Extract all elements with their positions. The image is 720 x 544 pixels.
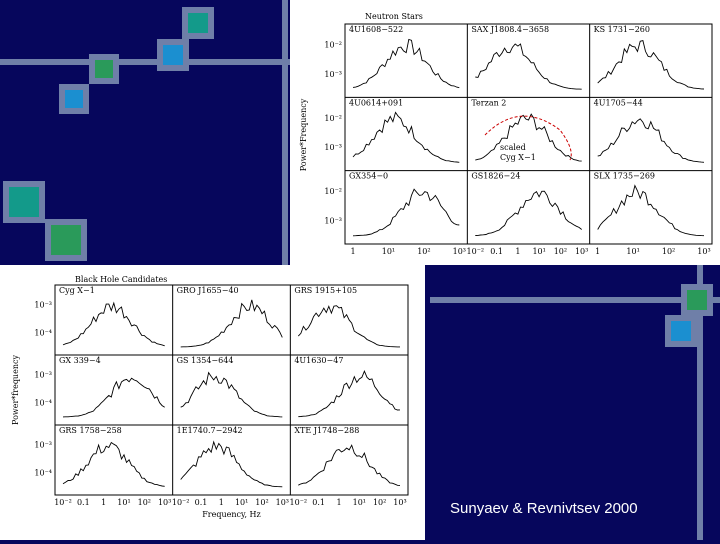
x-tick-label: 10³ <box>276 498 289 507</box>
x-tick-label: 10¹ <box>626 247 639 256</box>
spectrum-curve <box>297 305 400 348</box>
panel-label: GX354−0 <box>349 172 388 181</box>
x-tick-label: 0.1 <box>77 498 90 507</box>
panel-label: GS1826−24 <box>471 172 520 181</box>
panel-label: 4U1630−47 <box>294 356 343 365</box>
spectrum-curve <box>180 299 283 348</box>
y-tick-label: 10⁻³ <box>34 300 52 309</box>
x-tick-label: 10³ <box>575 247 588 256</box>
panel-label: 4U1705−44 <box>594 98 643 107</box>
x-tick-label: 1 <box>101 498 106 507</box>
panel-label: SAX J1808.4−3658 <box>471 25 549 34</box>
annotation-text: Cyg X−1 <box>500 153 536 162</box>
x-tick-label: 1 <box>595 247 600 256</box>
x-tick-label: 10⁻² <box>467 247 485 256</box>
x-tick-label: 0.1 <box>490 247 503 256</box>
panel-label: XTE J1748−288 <box>294 426 359 435</box>
x-tick-label: 1 <box>336 498 341 507</box>
panel-frame <box>54 284 409 496</box>
y-axis-label: Power*frequency <box>11 355 20 425</box>
x-tick-label: 10³ <box>158 498 171 507</box>
caption: Sunyaev & Revnivtsev 2000 <box>450 500 638 517</box>
figure-title: Neutron Stars <box>365 12 423 21</box>
spectrum-curve <box>298 370 401 418</box>
spectrum-curve <box>180 440 283 488</box>
x-tick-label: 10² <box>417 247 430 256</box>
x-tick-label: 10¹ <box>532 247 545 256</box>
spectrum-curve <box>352 188 460 237</box>
y-tick-label: 10⁻² <box>324 187 342 196</box>
y-tick-label: 10⁻⁴ <box>34 468 52 477</box>
panel-label: Cyg X−1 <box>59 286 95 295</box>
x-axis-label: Frequency, Hz <box>202 510 260 519</box>
x-tick-label: 10⁻² <box>290 498 308 507</box>
y-tick-label: 10⁻³ <box>34 370 52 379</box>
x-tick-label: 1 <box>219 498 224 507</box>
panel-label: GRS 1915+105 <box>294 286 357 295</box>
figure-neutron-stars <box>290 0 720 265</box>
x-tick-label: 0.1 <box>195 498 208 507</box>
panel-label: KS 1731−260 <box>594 25 650 34</box>
x-tick-label: 10³ <box>393 498 406 507</box>
spectrum-curve <box>352 38 460 89</box>
y-axis-label: Power*Frequency <box>299 98 308 171</box>
panel-label: Terzan 2 <box>471 98 506 107</box>
x-tick-label: 10² <box>662 247 675 256</box>
panel-label: 4U1608−522 <box>349 25 403 34</box>
spectrum-curve <box>180 371 283 418</box>
x-tick-label: 10² <box>138 498 151 507</box>
annotation-text: scaled <box>500 143 526 152</box>
panel-label: 4U0614+091 <box>349 98 403 107</box>
y-tick-label: 10⁻² <box>324 114 342 123</box>
y-tick-label: 10⁻⁴ <box>34 398 52 407</box>
spectrum-curve <box>352 111 460 163</box>
spectrum-curve <box>475 113 582 162</box>
spectrum-curve <box>298 444 401 486</box>
spectrum-curve <box>62 301 165 347</box>
panel-label: SLX 1735−269 <box>594 172 655 181</box>
panel-label: GRS 1758−258 <box>59 426 122 435</box>
x-tick-label: 1 <box>350 247 355 256</box>
y-tick-label: 10⁻⁴ <box>34 328 52 337</box>
x-tick-label: 10² <box>373 498 386 507</box>
panel-label: GRO J1655−40 <box>177 286 239 295</box>
y-tick-label: 10⁻² <box>324 40 342 49</box>
panel-frame <box>344 23 713 245</box>
y-tick-label: 10⁻³ <box>324 216 342 225</box>
y-tick-label: 10⁻³ <box>34 440 52 449</box>
y-tick-label: 10⁻³ <box>324 143 342 152</box>
x-tick-label: 10³ <box>453 247 466 256</box>
x-tick-label: 10⁻² <box>172 498 190 507</box>
spectrum-curve <box>62 441 165 487</box>
spectrum-curve <box>475 43 582 90</box>
x-tick-label: 10¹ <box>235 498 248 507</box>
spectrum-curve <box>597 118 705 163</box>
x-tick-label: 10² <box>554 247 567 256</box>
x-tick-label: 0.1 <box>312 498 325 507</box>
spectrum-curve <box>597 184 705 237</box>
figure-title: Black Hole Candidates <box>75 275 167 284</box>
x-tick-label: 10¹ <box>382 247 395 256</box>
spectrum-curve <box>597 40 705 90</box>
panel-label: 1E1740.7−2942 <box>177 426 243 435</box>
spectrum-curve <box>62 377 165 418</box>
figure-black-holes <box>0 265 425 540</box>
x-tick-label: 1 <box>515 247 520 256</box>
y-tick-label: 10⁻³ <box>324 70 342 79</box>
panel-label: GS 1354−644 <box>177 356 234 365</box>
x-tick-label: 10¹ <box>353 498 366 507</box>
spectrum-curve <box>475 190 582 236</box>
panel-label: GX 339−4 <box>59 356 101 365</box>
x-tick-label: 10³ <box>697 247 710 256</box>
x-tick-label: 10² <box>255 498 268 507</box>
x-tick-label: 10⁻² <box>54 498 72 507</box>
x-tick-label: 10¹ <box>117 498 130 507</box>
